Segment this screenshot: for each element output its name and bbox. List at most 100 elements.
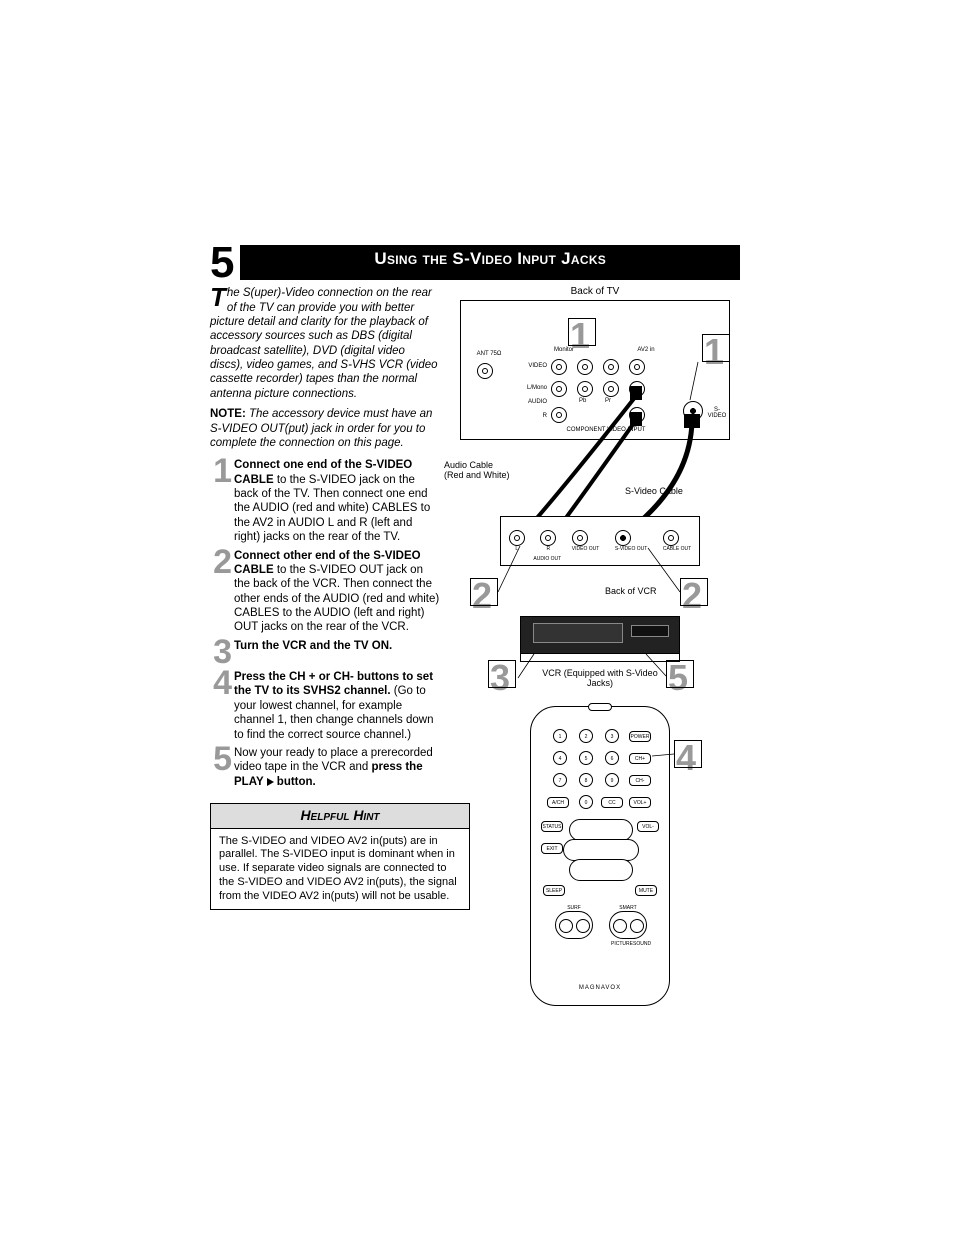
btn-vol-minus: VOL- [637,821,659,832]
btn-ch-minus: CH- [629,775,651,786]
step-number: 4 [210,670,234,742]
smart-btn-2 [630,919,644,933]
ant-jack [477,363,493,379]
vcr-video-out-lbl: VIDEO OUT [572,546,600,552]
audio-cable-text: Audio Cable (Red and White) [444,460,510,480]
remote-brand: MAGNAVOX [531,985,669,991]
btn-cc: CC [601,797,623,808]
step-body: Now your ready to place a prerecorded vi… [234,746,440,789]
hint-title: Helpful Hint [211,804,469,829]
callout-box-4 [674,740,702,768]
btn-mute: MUTE [635,885,657,896]
section-number: 5 [210,245,240,280]
btn-vol-plus: VOL+ [629,797,651,808]
back-of-tv-label: Back of TV [450,286,740,297]
monitor-video-jack [551,359,567,375]
callout-box-2b [680,578,708,606]
sound-lbl: SOUND [633,941,651,947]
connection-diagram: Back of TV ANT 75Ω Monitor AV2 in VIDEO … [450,286,740,1106]
note-paragraph: NOTE: The accessory device must have an … [210,407,440,450]
text-column: The S(uper)-Video connection on the rear… [210,286,440,1106]
smart-oval: SMART [609,911,647,939]
surf-oval: SURF [555,911,593,939]
back-of-vcr-label: Back of VCR [605,586,657,596]
surf-btn-1 [559,919,573,933]
hint-body: The S-VIDEO and VIDEO AV2 in(puts) are i… [211,829,469,910]
picture-lbl: PICTURE [611,941,633,947]
video-lbl: VIDEO [521,363,547,369]
btn-sleep: SLEEP [543,885,565,896]
btn-8: 8 [579,773,593,787]
vcr-front [520,616,680,654]
btn-1: 1 [553,729,567,743]
av2-l-jack [629,381,645,397]
av2-video-jack [629,359,645,375]
vcr-front-base [520,654,680,662]
step-number: 1 [210,458,234,544]
callout-box-1b [702,334,730,362]
step-number: 3 [210,639,234,666]
vcr-r-lbl: R [540,546,556,552]
callout-box-1a [568,318,596,346]
comp-pr-jack [603,381,619,397]
callout-box-3 [488,660,516,688]
vcr-cable-out-lbl: CABLE OUT [663,546,691,552]
vcr-l-jack [509,530,525,546]
ant-label: ANT 75Ω [469,351,509,357]
content-columns: The S(uper)-Video connection on the rear… [210,286,740,1106]
step-bold: Turn the VCR and the TV ON. [234,640,392,652]
btn-0: 0 [579,795,593,809]
smart-btn-1 [613,919,627,933]
play-icon [267,778,274,786]
y-jack [577,359,593,375]
monitor-r-jack [551,407,567,423]
step-body: Turn the VCR and the TV ON. [234,639,440,666]
comp-pb-jack [577,381,593,397]
surf-lbl: SURF [556,905,592,911]
btn-ach: A/CH [547,797,569,808]
step-5: 5 Now your ready to place a prerecorded … [210,746,440,789]
callout-box-5 [666,660,694,688]
step-4: 4 Press the CH + or CH- buttons to set t… [210,670,440,742]
btn-4: 4 [553,751,567,765]
note-label: NOTE: [210,408,246,420]
step-body: Connect other end of the S-VIDEO CABLE t… [234,549,440,635]
dropcap: T [210,286,227,308]
btn-status: STATUS [541,821,563,832]
vcr-svideo-out-lbl: S-VIDEO OUT [615,546,648,552]
vcr-caption: VCR (Equipped with S-Video Jacks) [540,668,660,688]
manual-page: 5 Using the S-Video Input Jacks The S(up… [210,245,740,1106]
step-1: 1 Connect one end of the S-VIDEO CABLE t… [210,458,440,544]
av2in-label: AV2 in [631,347,661,353]
r-tv-lbl: R [521,413,547,419]
smart-lbl: SMART [610,905,646,911]
diagram-column: Back of TV ANT 75Ω Monitor AV2 in VIDEO … [450,286,740,1106]
step-3: 3 Turn the VCR and the TV ON. [210,639,440,666]
btn-5: 5 [579,751,593,765]
step-number: 2 [210,549,234,635]
vcr-audio-out-lbl: AUDIO OUT [522,556,572,562]
btn-exit: EXIT [541,843,563,854]
step-number: 5 [210,746,234,789]
btn-3: 3 [605,729,619,743]
audio-tv-lbl: AUDIO [521,399,547,405]
tv-svideo-jack [683,401,703,421]
svideo-cable-label: S-Video Cable [625,486,683,496]
step-body: Press the CH + or CH- buttons to set the… [234,670,440,742]
intro-text: he S(uper)-Video connection on the rear … [210,287,438,400]
btn-ch-plus: CH+ [629,753,651,764]
audio-cable-label: Audio Cable (Red and White) [444,461,510,481]
menu-oval-top [569,819,633,841]
monitor-l-jack [551,381,567,397]
pr-label: Pr [605,398,611,404]
menu-oval-bot [569,859,633,881]
btn-9: 9 [605,773,619,787]
pb-jack [603,359,619,375]
lmono-lbl: L/Mono [521,385,547,391]
menu-oval-mid [563,839,639,861]
remote-ir-window [588,703,612,711]
step-2: 2 Connect other end of the S-VIDEO CABLE… [210,549,440,635]
vcr-back-panel: L R AUDIO OUT VIDEO OUT S-VIDEO OUT [500,516,700,566]
vcr-video-jack [572,530,588,546]
vcr-l-lbl: L [509,546,525,552]
